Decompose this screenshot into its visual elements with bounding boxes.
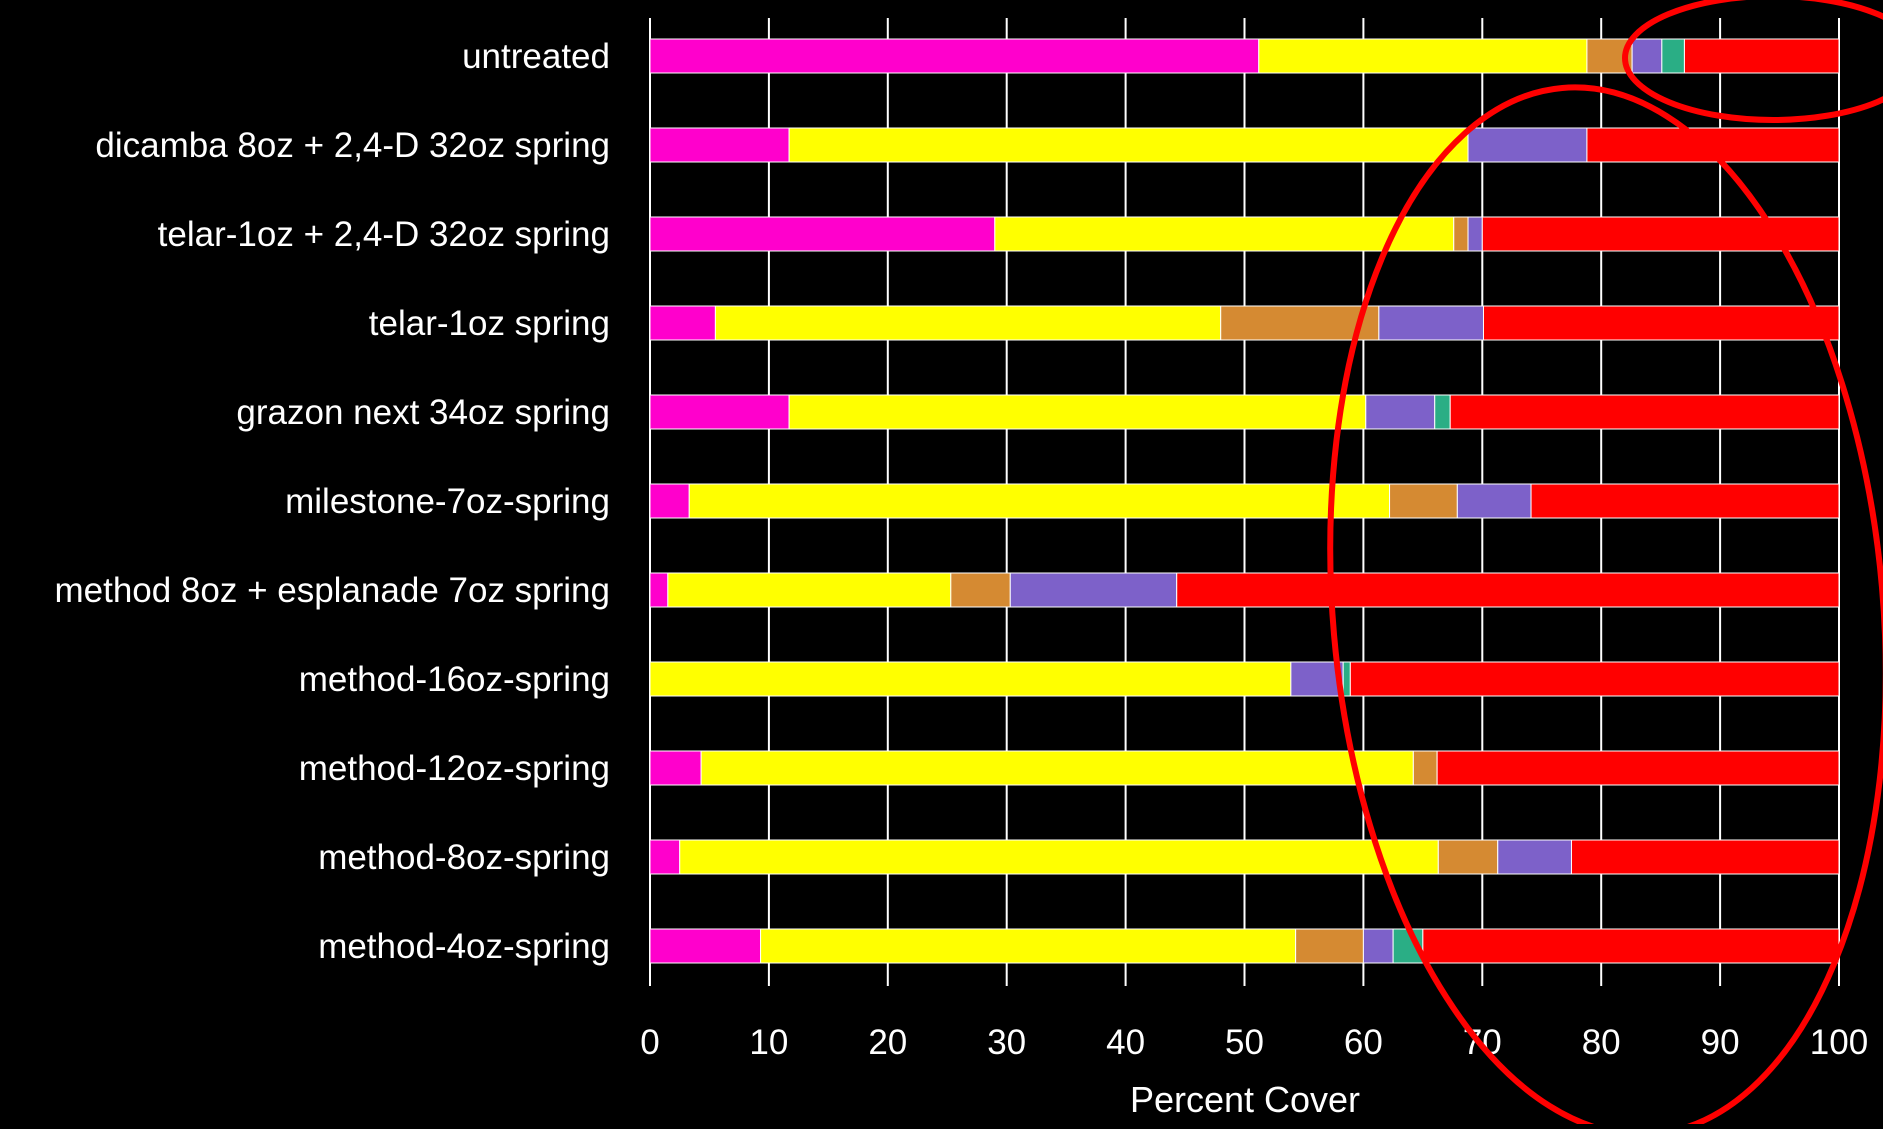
bar-segment <box>1661 38 1685 74</box>
bar-segment <box>1631 38 1663 74</box>
bar-segment <box>1362 928 1394 964</box>
bar-segment <box>700 750 1414 786</box>
bar-segment <box>1422 928 1840 964</box>
annotations <box>1327 0 1883 1129</box>
bar-segment <box>649 661 1292 697</box>
bar-segment <box>1481 216 1840 252</box>
bar-segment <box>1389 483 1458 519</box>
annotation-ellipse-small <box>1622 0 1883 123</box>
bar-segment <box>1467 216 1483 252</box>
bar-segment <box>1009 572 1178 608</box>
bar-segment <box>714 305 1222 341</box>
bar-segment <box>1258 38 1588 74</box>
x-tick-label: 10 <box>749 1023 788 1062</box>
bar-segment <box>1570 839 1840 875</box>
bar-segment <box>649 483 690 519</box>
bar-segment <box>667 572 952 608</box>
bar-segment <box>1683 38 1840 74</box>
bar-segment <box>1530 483 1840 519</box>
bar-segment <box>1220 305 1380 341</box>
bar-segment <box>1365 394 1436 430</box>
bar-segment <box>760 928 1297 964</box>
bar-segment <box>649 750 702 786</box>
x-tick-label: 50 <box>1225 1023 1264 1062</box>
bar-segment <box>1456 483 1532 519</box>
category-label: dicamba 8oz + 2,4-D 32oz spring <box>95 126 610 165</box>
bar-segment <box>1497 839 1572 875</box>
bar-segment <box>1482 305 1840 341</box>
category-label: untreated <box>462 37 610 76</box>
bar-segment <box>688 483 1391 519</box>
x-tick-labels: 0 10 20 30 40 50 60 70 80 90 100 <box>640 1023 1868 1062</box>
annotation-ellipse-large <box>1327 84 1883 1129</box>
x-axis-title: Percent Cover <box>1130 1079 1360 1120</box>
category-label: method-16oz-spring <box>299 660 610 699</box>
x-tick-label: 40 <box>1106 1023 1145 1062</box>
bar-segment <box>679 839 1439 875</box>
category-label: method-4oz-spring <box>318 927 610 966</box>
bar-segment <box>1434 394 1451 430</box>
x-tick-label: 0 <box>640 1023 659 1062</box>
category-label: method-12oz-spring <box>299 749 610 788</box>
bar-segment <box>1449 394 1840 430</box>
bar-segment <box>649 38 1260 74</box>
bar-segment <box>1437 839 1499 875</box>
x-tick-label: 80 <box>1582 1023 1621 1062</box>
bar-marks <box>649 38 1840 964</box>
x-tick-label: 90 <box>1701 1023 1740 1062</box>
bar-segment <box>1412 750 1438 786</box>
bar-segment <box>1176 572 1840 608</box>
bar-segment <box>950 572 1011 608</box>
category-label: method-8oz-spring <box>318 838 610 877</box>
bar-segment <box>649 305 716 341</box>
bar-segment <box>1453 216 1469 252</box>
bar-segment <box>1342 661 1351 697</box>
category-label: grazon next 34oz spring <box>236 393 610 432</box>
bar-segment <box>788 127 1469 163</box>
x-tick-label: 100 <box>1810 1023 1868 1062</box>
bar-segment <box>649 839 681 875</box>
bar-segment <box>1295 928 1364 964</box>
bar-segment <box>649 127 790 163</box>
x-tick-label: 60 <box>1344 1023 1383 1062</box>
x-tick-label: 30 <box>987 1023 1026 1062</box>
category-label: telar-1oz spring <box>369 304 610 343</box>
bar-segment <box>649 928 762 964</box>
category-labels: untreated dicamba 8oz + 2,4-D 32oz spring… <box>54 37 610 966</box>
bar-segment <box>994 216 1455 252</box>
category-label: milestone-7oz-spring <box>285 482 610 521</box>
bar-segment <box>1349 661 1840 697</box>
bar-segment <box>1467 127 1588 163</box>
bar-segment <box>1436 750 1840 786</box>
bar-segment <box>649 394 790 430</box>
bar-segment <box>649 572 669 608</box>
bar-segment <box>649 216 996 252</box>
category-label: method 8oz + esplanade 7oz spring <box>54 571 610 610</box>
category-label: telar-1oz + 2,4-D 32oz spring <box>158 215 610 254</box>
bar-segment <box>1378 305 1484 341</box>
bar-segment <box>788 394 1367 430</box>
x-tick-label: 20 <box>868 1023 907 1062</box>
